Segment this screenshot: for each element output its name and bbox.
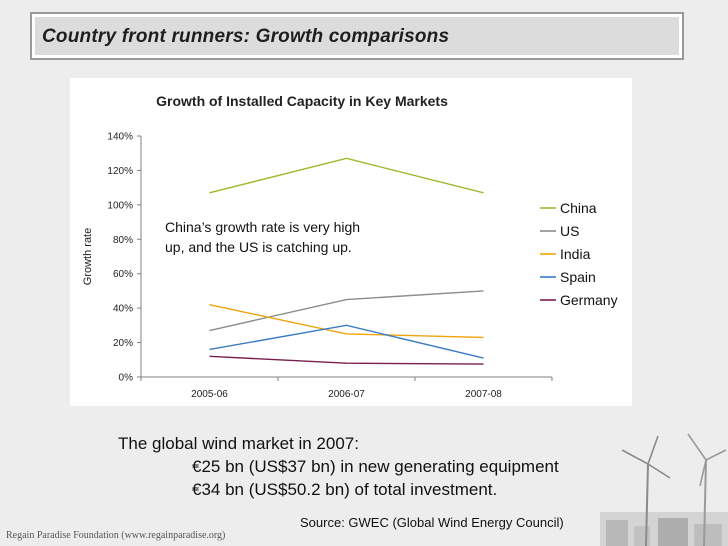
legend-label-spain: Spain — [560, 269, 596, 285]
y-tick-label: 60% — [113, 269, 133, 280]
legend-label-us: US — [560, 223, 579, 239]
source-note: Source: GWEC (Global Wind Energy Council… — [300, 515, 564, 530]
y-tick-label: 140% — [107, 132, 133, 143]
y-tick-label: 40% — [113, 304, 133, 315]
chart-title: Growth of Installed Capacity in Key Mark… — [156, 93, 448, 109]
legend-label-india: India — [560, 246, 591, 262]
x-tick-label: 2006-07 — [328, 389, 365, 400]
series-line-spain — [209, 324, 484, 359]
y-tick-label: 100% — [107, 200, 133, 211]
x-tick-label: 2005-06 — [191, 389, 228, 400]
y-tick-label: 80% — [113, 235, 133, 246]
y-tick-label: 20% — [113, 338, 133, 349]
chart-panel: Growth of Installed Capacity in Key Mark… — [70, 78, 632, 406]
wind-turbine-image — [600, 433, 728, 546]
series-line-india — [209, 304, 484, 339]
y-axis-label: Growth rate — [82, 228, 94, 285]
series-line-germany — [209, 355, 484, 365]
series-line-china — [209, 157, 484, 194]
chart-annotation-line: up, and the US is catching up. — [165, 239, 352, 255]
slide-title: Country front runners: Growth comparison… — [42, 26, 450, 47]
info-equipment: €25 bn (US$37 bn) in new generating equi… — [192, 457, 559, 476]
footer-text: Regain Paradise Foundation (www.regainpa… — [6, 530, 226, 541]
y-tick-label: 120% — [107, 166, 133, 177]
x-tick-label: 2007-08 — [465, 389, 502, 400]
line-chart: Growth of Installed Capacity in Key Mark… — [82, 93, 618, 400]
chart-annotation-line: China’s growth rate is very high — [165, 219, 360, 235]
legend-label-china: China — [560, 200, 597, 216]
legend-label-germany: Germany — [560, 292, 618, 308]
title-box: Country front runners: Growth comparison… — [30, 12, 684, 60]
series-line-us — [209, 290, 484, 332]
info-heading: The global wind market in 2007: — [118, 434, 359, 453]
y-tick-label: 0% — [119, 373, 134, 384]
info-investment: €34 bn (US$50.2 bn) of total investment. — [192, 480, 498, 499]
